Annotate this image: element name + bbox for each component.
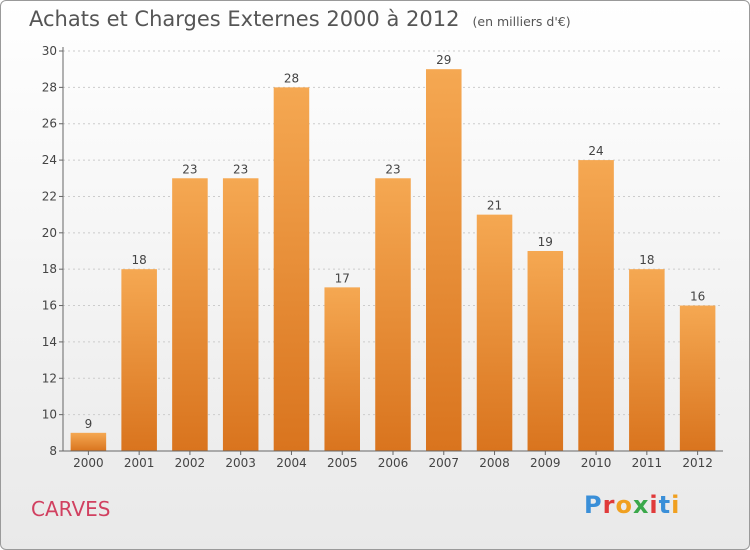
x-tick-label: 2001: [124, 456, 155, 470]
x-tick-label: 2005: [327, 456, 358, 470]
y-tick-label: 18: [42, 262, 57, 276]
x-tick-label: 2002: [175, 456, 206, 470]
bar: [426, 69, 462, 451]
y-tick-label: 20: [42, 226, 57, 240]
y-tick-label: 28: [42, 80, 57, 94]
bar: [222, 178, 259, 452]
y-tick-label: 8: [49, 444, 57, 458]
bar: [375, 178, 411, 452]
data-label: 23: [385, 162, 400, 176]
chart-unit: (en milliers d'€): [472, 14, 571, 29]
x-tick-label: 2000: [73, 456, 104, 470]
y-tick-label: 10: [42, 408, 57, 422]
bar: [679, 305, 716, 451]
data-label: 9: [85, 417, 93, 431]
bar: [70, 432, 107, 451]
data-label: 23: [182, 162, 197, 176]
data-label: 23: [233, 162, 248, 176]
chart-title-block: Achats et Charges Externes 2000 à 2012 (…: [29, 7, 571, 31]
data-label: 19: [538, 235, 553, 249]
x-tick-label: 2010: [581, 456, 612, 470]
y-tick-label: 16: [42, 299, 57, 313]
y-tick-label: 14: [42, 335, 57, 349]
data-label: 18: [132, 253, 147, 267]
bar: [324, 287, 360, 451]
proxiti-logo: Proxiti: [584, 491, 681, 519]
data-label: 16: [690, 290, 705, 304]
data-label: 28: [284, 71, 299, 85]
x-tick-label: 2006: [378, 456, 409, 470]
y-tick-label: 30: [42, 44, 57, 58]
x-tick-label: 2004: [276, 456, 307, 470]
data-label: 24: [588, 144, 603, 158]
data-label: 18: [639, 253, 654, 267]
bar: [527, 251, 564, 451]
bar: [121, 269, 157, 451]
x-tick-label: 2003: [225, 456, 256, 470]
commune-name: CARVES: [31, 497, 111, 521]
y-tick-label: 24: [42, 153, 57, 167]
y-tick-label: 26: [42, 117, 57, 131]
bar: [578, 160, 614, 451]
data-label: 29: [436, 53, 451, 67]
data-label: 21: [487, 199, 502, 213]
x-tick-label: 2011: [632, 456, 663, 470]
x-tick-label: 2009: [530, 456, 561, 470]
bar: [476, 214, 513, 451]
x-tick-label: 2012: [682, 456, 713, 470]
y-tick-label: 12: [42, 371, 57, 385]
y-tick-label: 22: [42, 189, 57, 203]
chart-title: Achats et Charges Externes 2000 à 2012: [29, 7, 460, 31]
bar: [629, 269, 665, 451]
bar: [273, 87, 310, 451]
x-tick-label: 2007: [428, 456, 459, 470]
data-label: 17: [335, 271, 350, 285]
bar: [172, 178, 208, 452]
x-tick-label: 2008: [479, 456, 510, 470]
